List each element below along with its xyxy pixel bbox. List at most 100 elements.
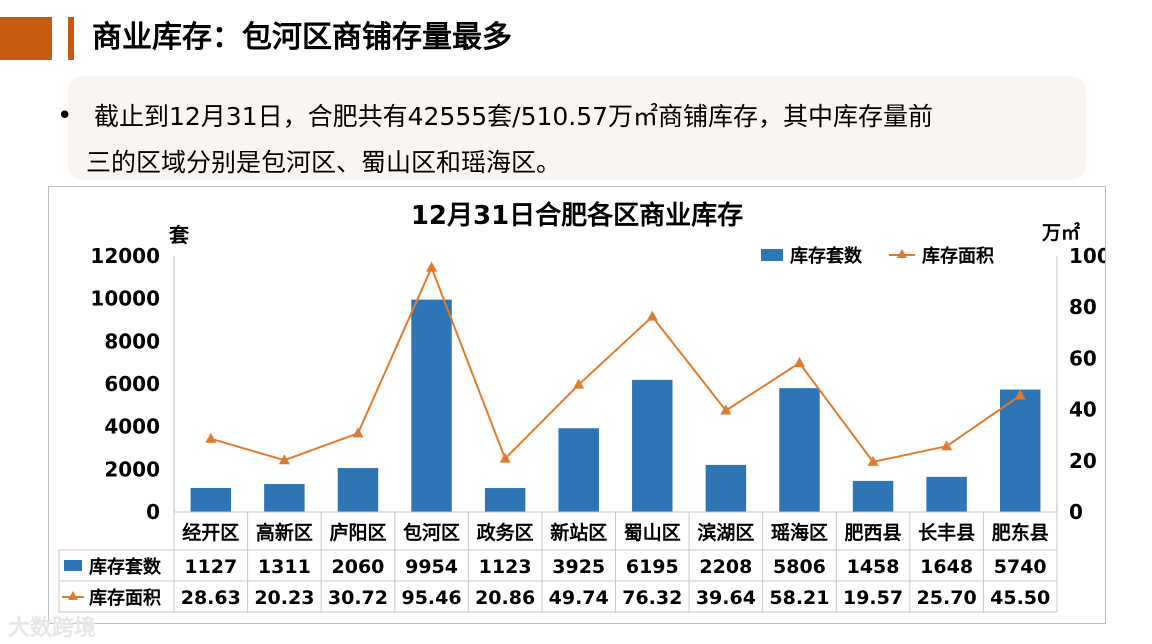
right-tick-label: 40 [1069, 398, 1097, 422]
right-tick-label: 20 [1069, 449, 1097, 473]
category-label: 蜀山区 [624, 522, 681, 544]
line-point-marker [941, 440, 953, 451]
line-point-marker [1014, 389, 1026, 400]
bar [337, 468, 379, 512]
table-cell-area: 19.57 [843, 587, 903, 609]
table-cell-area: 28.63 [181, 587, 241, 609]
category-label: 长丰县 [918, 521, 975, 544]
bar [926, 476, 967, 512]
legend-triangle-icon [897, 249, 907, 258]
bar [411, 299, 452, 512]
table-bar-key [64, 560, 82, 571]
table-cell-area: 20.86 [475, 587, 535, 609]
table-cell-units: 1127 [184, 556, 237, 578]
line-point-marker [793, 356, 805, 367]
right-tick-label: 0 [1069, 500, 1083, 524]
line-point-marker [352, 427, 364, 438]
bar [484, 488, 526, 512]
line-point-marker [646, 310, 658, 321]
table-cell-area: 30.72 [328, 587, 388, 609]
category-label: 政务区 [477, 521, 534, 544]
bar [558, 428, 599, 512]
table-cell-units: 1311 [258, 556, 311, 578]
left-tick-label: 12000 [90, 244, 160, 268]
table-cell-units: 2208 [699, 556, 752, 578]
chart-title: 12月31日合肥各区商业库存 [411, 200, 743, 231]
bar [779, 388, 820, 512]
table-cell-units: 5740 [994, 556, 1047, 578]
line-point-marker [426, 261, 438, 272]
category-label: 庐阳区 [329, 521, 386, 544]
summary-box [68, 76, 1086, 180]
category-label: 滨湖区 [697, 521, 754, 544]
triangle-icon [68, 591, 78, 600]
title-accent-bar [68, 17, 74, 60]
right-axis-unit: 万㎡ [1041, 221, 1080, 244]
chart-frame: 12月31日合肥各区商业库存 套 万㎡ 库存套数 库存面积 12000 10000… [48, 186, 1111, 624]
left-tick-label: 8000 [104, 329, 160, 353]
line-point-marker [278, 454, 290, 465]
category-label: 高新区 [256, 521, 313, 544]
page-title: 商业库存：包河区商铺存量最多 [92, 20, 512, 55]
category-label: 瑶海区 [771, 521, 828, 544]
table-cell-units: 3925 [552, 556, 605, 578]
watermark: 大数跨境 [8, 616, 97, 641]
table-cell-area: 25.70 [917, 587, 977, 609]
table-cell-area: 20.23 [254, 587, 314, 609]
table-cell-units: 1648 [920, 556, 973, 578]
left-axis-unit: 套 [169, 223, 189, 247]
left-tick-label: 10000 [90, 287, 160, 311]
table-cell-units: 2060 [332, 556, 385, 578]
bar [190, 487, 232, 512]
legend-bar-swatch [761, 249, 783, 261]
right-tick-label: 60 [1069, 346, 1097, 370]
left-tick-label: 2000 [104, 457, 160, 481]
table-cell-area: 39.64 [696, 587, 756, 609]
category-label: 肥东县 [992, 521, 1049, 544]
table-cell-units: 5806 [773, 556, 826, 578]
table-cell-units: 9954 [405, 556, 458, 578]
line-point-marker [499, 452, 511, 463]
line-point-marker [720, 404, 732, 415]
category-label: 包河区 [403, 521, 460, 544]
summary-line-2: 三的区域分别是包河区、蜀山区和瑶海区。 [86, 148, 562, 177]
bar [264, 484, 305, 512]
category-label: 肥西县 [845, 522, 902, 544]
summary-text: 截止到12月31日，合肥共有42555套/510.57万㎡商铺库存，其中库存量前… [86, 94, 1076, 186]
axes: 12000 10000 8000 6000 4000 2000 0 100 80 60 40 20 0 [90, 244, 1110, 524]
table-cell-area: 45.50 [990, 587, 1050, 609]
line-point-marker [867, 455, 879, 466]
legend-line-label: 库存面积 [922, 245, 994, 267]
left-tick-label: 0 [146, 500, 160, 524]
table-row-label-units: 库存套数 [89, 556, 162, 578]
table-cell-units: 1123 [479, 556, 532, 578]
bar-series [190, 299, 1041, 512]
area-line [210, 265, 1021, 464]
line-point-marker [573, 378, 585, 389]
bar [999, 389, 1041, 512]
table-cell-units: 1458 [847, 556, 900, 578]
left-tick-label: 4000 [104, 415, 160, 439]
summary-line-1: 截止到12月31日，合肥共有42555套/510.57万㎡商铺库存，其中库存量前 [94, 102, 934, 131]
bullet-icon: • [57, 101, 73, 131]
data-table: 经开区 高新区 庐阳区 包河区 政务区 新站区 蜀山区 滨湖区 瑶海区 肥西县 长丰县 肥东县库存套数… [58, 511, 1058, 613]
bar [852, 480, 894, 512]
right-tick-label: 80 [1069, 295, 1097, 319]
category-label: 经开区 [182, 521, 239, 544]
table-cell-area: 58.21 [769, 587, 829, 609]
left-tick-label: 6000 [104, 372, 160, 396]
table-cell-units: 6195 [626, 556, 679, 578]
line-series [205, 261, 1026, 466]
title-accent-block [0, 17, 52, 60]
table-cell-area: 49.74 [549, 587, 609, 609]
category-label: 新站区 [550, 521, 607, 544]
chart-svg: 12月31日合肥各区商业库存 套 万㎡ 库存套数 库存面积 1200010000… [58, 200, 1111, 613]
table-cell-area: 76.32 [622, 587, 682, 609]
legend: 库存套数 库存面积 [761, 245, 994, 267]
line-point-marker [205, 432, 217, 443]
table-row-label-area: 库存面积 [89, 587, 161, 609]
table-cell-area: 95.46 [401, 587, 461, 609]
right-tick-label: 100 [1069, 244, 1105, 268]
legend-bar-label: 库存套数 [790, 245, 863, 267]
